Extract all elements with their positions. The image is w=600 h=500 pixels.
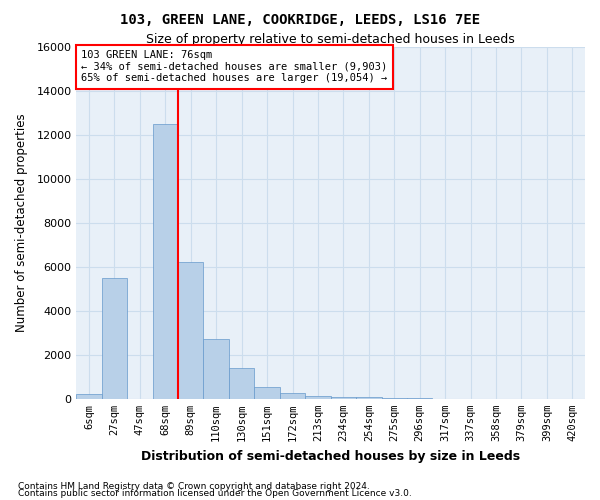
Bar (102, 278, 127, 399)
Text: 103 GREEN LANE: 76sqm
← 34% of semi-detached houses are smaller (9,903)
65% of s: 103 GREEN LANE: 76sqm ← 34% of semi-deta… (82, 50, 388, 84)
Bar (76, 394, 102, 399)
Bar (356, 398, 382, 399)
Bar (331, 397, 356, 399)
Y-axis label: Number of semi-detached properties: Number of semi-detached properties (15, 114, 28, 332)
Text: Contains HM Land Registry data © Crown copyright and database right 2024.: Contains HM Land Registry data © Crown c… (18, 482, 370, 491)
Title: Size of property relative to semi-detached houses in Leeds: Size of property relative to semi-detach… (146, 32, 515, 46)
Bar (382, 398, 407, 399)
Bar (178, 262, 203, 399)
Bar (254, 386, 280, 399)
Bar (152, 124, 178, 399)
Text: Contains public sector information licensed under the Open Government Licence v3: Contains public sector information licen… (18, 490, 412, 498)
Bar (203, 340, 229, 399)
X-axis label: Distribution of semi-detached houses by size in Leeds: Distribution of semi-detached houses by … (141, 450, 520, 462)
Bar (229, 368, 254, 399)
Bar (305, 396, 331, 399)
Bar (280, 394, 305, 399)
Text: 103, GREEN LANE, COOKRIDGE, LEEDS, LS16 7EE: 103, GREEN LANE, COOKRIDGE, LEEDS, LS16 … (120, 12, 480, 26)
